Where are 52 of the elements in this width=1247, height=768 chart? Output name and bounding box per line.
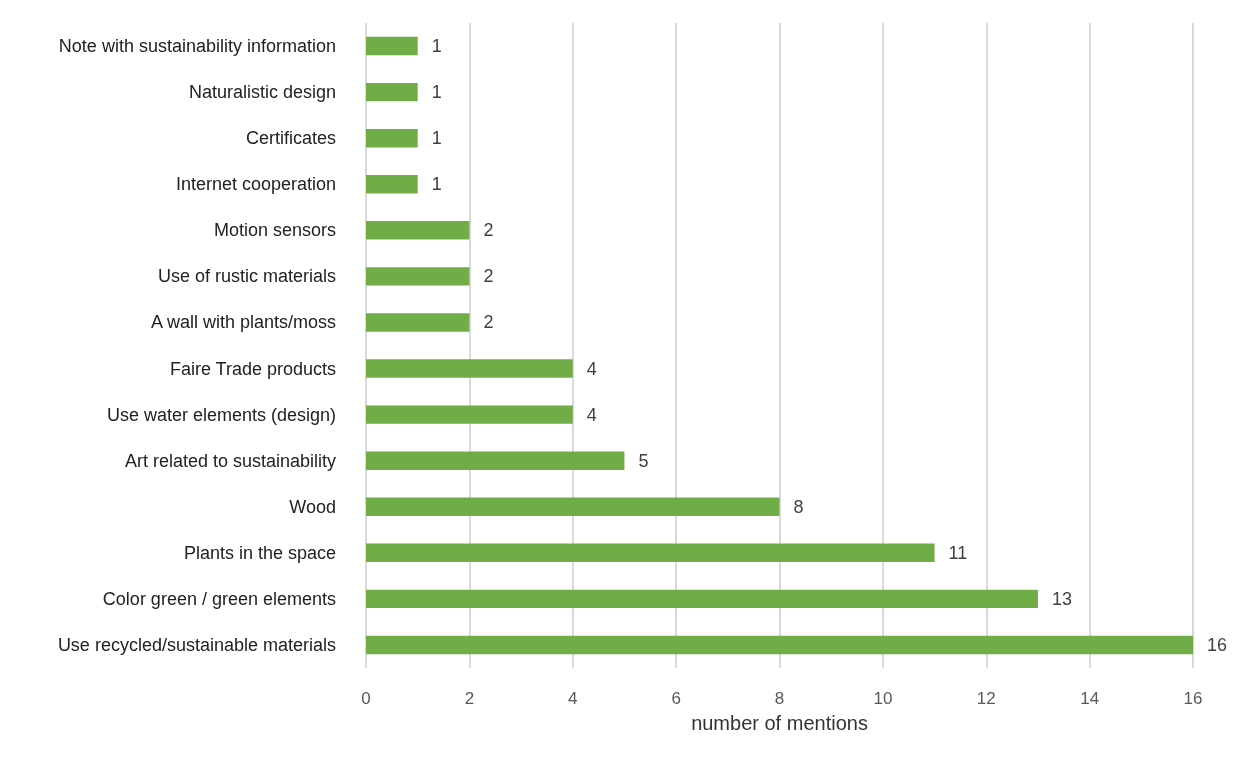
bar (366, 543, 935, 563)
x-tick-label: 8 (774, 689, 785, 708)
y-tick-label: Use of rustic materials (157, 266, 336, 287)
x-tick-label: 4 (568, 689, 578, 708)
bar (366, 635, 1193, 655)
bar (366, 313, 470, 332)
data-label: 16 (1207, 634, 1228, 655)
bar (366, 175, 418, 194)
y-tick-label: Use recycled/sustainable materials (57, 634, 336, 655)
data-label: 8 (793, 496, 804, 517)
y-tick-label: Use water elements (design) (106, 404, 336, 425)
x-tick-label: 10 (873, 689, 893, 708)
y-tick-label: Motion sensors (213, 220, 336, 241)
data-label: 5 (638, 450, 649, 471)
y-tick-label: Wood (289, 496, 336, 517)
bar (366, 36, 418, 56)
bar (366, 405, 573, 424)
x-tick-label: 12 (976, 689, 996, 708)
bar (366, 451, 625, 470)
data-label: 1 (431, 174, 442, 195)
bar (366, 221, 470, 240)
y-tick-label: Internet cooperation (175, 174, 336, 195)
data-label: 2 (483, 266, 494, 287)
x-tick-label: 6 (671, 689, 681, 708)
y-tick-label: Naturalistic design (188, 82, 336, 103)
bar (366, 267, 470, 286)
y-tick-label: Certificates (245, 128, 336, 149)
data-label: 1 (431, 128, 442, 149)
x-tick-label: 14 (1080, 689, 1100, 708)
x-tick-label: 16 (1183, 689, 1203, 708)
bar (366, 589, 1038, 609)
bar (366, 359, 573, 378)
y-tick-label: Faire Trade products (169, 358, 336, 379)
data-label: 11 (948, 542, 968, 563)
y-tick-label: Plants in the space (183, 542, 336, 563)
data-label: 4 (586, 358, 597, 379)
y-tick-label: A wall with plants/moss (150, 312, 336, 333)
data-label: 4 (586, 404, 597, 425)
data-label: 2 (483, 312, 494, 333)
x-tick-label: 2 (464, 689, 475, 708)
x-axis-title: number of mentions (691, 712, 868, 734)
x-tick-label: 0 (361, 689, 371, 708)
data-label: 13 (1051, 588, 1072, 609)
data-label: 1 (431, 82, 442, 103)
y-tick-label: Note with sustainability information (58, 36, 336, 57)
data-label: 1 (431, 36, 442, 57)
y-tick-label: Color green / green elements (102, 588, 336, 609)
data-label: 2 (483, 220, 494, 241)
y-tick-label: Art related to sustainability (124, 450, 336, 471)
bar (366, 497, 780, 516)
bar (366, 128, 418, 148)
bar (366, 82, 418, 102)
